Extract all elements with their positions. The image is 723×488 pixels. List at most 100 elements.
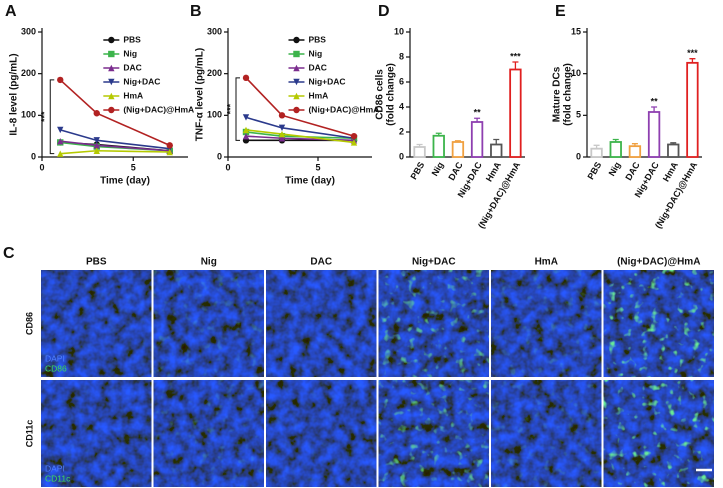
marker — [350, 132, 358, 140]
marker — [293, 64, 300, 72]
column-label: DAC — [310, 257, 332, 268]
y-tick-label: 6 — [399, 76, 404, 86]
marker — [242, 74, 250, 82]
y-tick-label: 8 — [399, 51, 404, 61]
micrograph-marker — [153, 380, 264, 487]
legend-label: HmA — [308, 90, 328, 100]
channel-legend: CD11c — [45, 473, 71, 483]
micrograph-marker — [603, 380, 714, 487]
panel-label: C — [3, 245, 15, 262]
y-tick-label: 200 — [21, 68, 36, 78]
error-bar — [651, 106, 658, 112]
error-bar — [416, 143, 423, 147]
marker — [93, 110, 100, 117]
panel-label: A — [5, 3, 17, 20]
bar — [590, 147, 603, 158]
x-tick-label: DAC — [446, 160, 465, 182]
micrograph-marker — [153, 270, 264, 377]
significance-label: *** — [687, 48, 698, 58]
bar — [609, 141, 622, 158]
y-tick-label: 10 — [571, 68, 581, 78]
significance-label: ** — [651, 96, 659, 106]
x-tick-label: 0 — [225, 162, 230, 172]
series-line — [60, 149, 170, 155]
marker — [166, 148, 173, 156]
legend-label: (Nig+DAC)@HmA — [308, 104, 379, 114]
marker — [93, 137, 100, 144]
marker — [293, 78, 300, 86]
legend-label: Nig — [308, 48, 322, 58]
bar — [509, 68, 522, 158]
legend-label: (Nig+DAC)@HmA — [123, 104, 194, 114]
x-tick-label: 5 — [315, 162, 320, 172]
bar — [686, 61, 699, 158]
column-label: Nig — [201, 257, 217, 268]
x-tick-label: Nig — [607, 160, 623, 178]
panel-label: E — [555, 3, 566, 20]
error-bar — [474, 117, 481, 122]
error-bar — [689, 58, 696, 63]
error-bar — [512, 61, 519, 70]
marker — [57, 126, 64, 134]
bar — [451, 141, 465, 158]
y-axis-label: TNF-α level (pg/mL) — [195, 48, 206, 141]
y-axis-label: IL-8 level (pg/mL) — [9, 53, 20, 135]
error-bar — [612, 138, 619, 142]
micrograph-marker — [266, 380, 377, 487]
y-tick-label: 300 — [21, 26, 36, 36]
marker — [278, 124, 286, 132]
significance-bracket — [49, 79, 55, 155]
marker — [293, 36, 300, 44]
legend-label: Nig+DAC — [308, 76, 345, 86]
micrograph-marker — [603, 270, 714, 377]
bar — [667, 143, 680, 158]
marker — [93, 147, 100, 154]
legend-label: DAC — [123, 62, 141, 72]
panel-label: B — [190, 3, 202, 20]
error-bar — [435, 132, 442, 136]
bar — [647, 111, 661, 158]
panel-label: D — [378, 3, 390, 20]
row-label: CD86 — [24, 312, 34, 335]
micrograph-marker — [378, 270, 489, 377]
x-tick-label: Nig — [430, 160, 446, 178]
channel-legend: DAPI — [45, 353, 65, 363]
bar — [490, 143, 503, 158]
error-bar — [454, 140, 461, 142]
legend-label: Nig — [123, 48, 137, 58]
x-axis-label: Time (day) — [100, 176, 150, 187]
legend-label: PBS — [123, 34, 141, 44]
legend-label: HmA — [123, 90, 143, 100]
marker — [242, 132, 250, 140]
y-tick-label: 0 — [31, 151, 36, 161]
y-tick-label: 300 — [207, 26, 222, 36]
channel-legend: DAPI — [45, 463, 65, 473]
marker — [350, 139, 358, 146]
y-tick-label: 15 — [571, 26, 581, 36]
marker — [278, 130, 286, 138]
bar — [413, 146, 426, 158]
marker — [108, 50, 115, 58]
x-tick-label: HmA — [661, 160, 680, 184]
y-axis-label: CD86 cells — [375, 69, 386, 120]
marker — [293, 106, 300, 114]
micrograph-marker — [41, 380, 152, 487]
marker — [293, 92, 300, 100]
micrograph-marker — [378, 380, 489, 487]
significance-bracket — [235, 77, 240, 141]
marker — [108, 106, 115, 114]
marker — [57, 150, 64, 157]
marker — [108, 36, 115, 44]
column-label: (Nig+DAC)@HmA — [617, 257, 700, 268]
marker — [278, 135, 286, 142]
error-bar — [493, 138, 500, 145]
significance-label: *** — [40, 111, 50, 122]
y-axis-label: (fold change) — [386, 63, 397, 126]
marker — [166, 142, 173, 149]
marker — [293, 50, 300, 58]
column-label: PBS — [86, 257, 107, 268]
x-tick-label: PBS — [585, 160, 603, 181]
marker — [93, 142, 100, 149]
channel-legend: CD86 — [45, 363, 67, 373]
